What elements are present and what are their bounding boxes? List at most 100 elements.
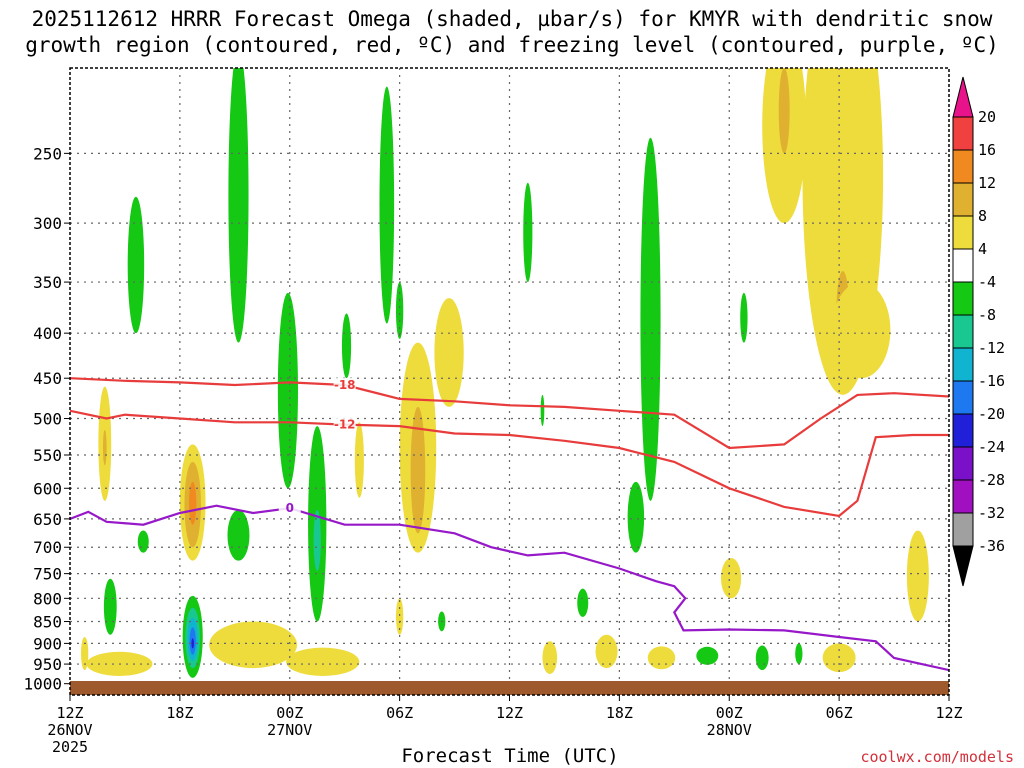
title-line-2: growth region (contoured, red, ºC) and f… [25,33,999,57]
colorbar-label-8: -16 [978,372,1005,390]
x-tick-label-48: 12Z [935,704,962,722]
colorbar-label-6: -8 [978,306,996,324]
y-tick-label-400: 400 [33,324,62,343]
omega-region-24 [395,598,404,635]
x-tick-date-36: 28NOV [707,721,752,739]
omega-region-34 [341,313,352,379]
omega-region-27 [379,86,395,324]
x-tick-date-0: 26NOV [47,721,92,739]
y-tick-label-850: 850 [33,613,62,632]
y-tick-label-700: 700 [33,538,62,557]
y-tick-label-550: 550 [33,446,62,465]
colorbar-segment-9 [952,380,974,415]
colorbar-bottom-arrow [952,545,974,587]
contour-label-bg-0 [333,377,356,392]
omega-region-43 [755,645,769,671]
credit-text: coolwx.com/models [860,748,1014,766]
omega-region-26 [127,196,145,334]
omega-region-7 [434,298,464,407]
y-tick-label-1000: 1000 [23,675,62,694]
omega-region-8 [209,621,298,669]
colorbar-label-11: -28 [978,471,1005,489]
omega-region-42 [696,646,719,665]
omega-region-19 [647,646,676,670]
omega-region-32 [137,530,149,553]
omega-region-28 [277,292,298,489]
x-axis-label: Forecast Time (UTC) [401,745,618,767]
contour-line-2 [70,504,949,672]
contour-label-1: -12 [334,418,356,432]
y-tick-label-650: 650 [33,510,62,529]
colorbar-label-12: -32 [978,504,1005,522]
y-tick-label-600: 600 [33,479,62,498]
contour-label-bg-2 [278,501,301,516]
contour-line-0 [70,377,949,450]
omega-region-4 [189,481,197,525]
x-tick-year-0: 2025 [52,738,88,756]
contour-label-0: -18 [334,378,356,392]
y-tick-label-800: 800 [33,589,62,608]
y-tick-label-300: 300 [33,214,62,233]
contour-line-1 [70,409,949,518]
x-tick-date-12: 27NOV [267,721,312,739]
contour-layer: -18 -12 0 [70,377,949,672]
omega-region-1 [102,429,107,466]
chart-title: 2025112612 HRRR Forecast Omega (shaded, … [0,6,1024,58]
omega-region-15 [831,282,891,379]
y-tick-label-750: 750 [33,565,62,584]
colorbar-label-10: -24 [978,438,1005,456]
omega-region-23 [80,636,89,671]
colorbar-label-3: 8 [978,207,987,225]
x-tick-label-42: 06Z [826,704,853,722]
y-tick-label-950: 950 [33,655,62,674]
x-tick-label-6: 18Z [166,704,193,722]
y-tick-label-350: 350 [33,273,62,292]
colorbar-label-4: 4 [978,240,987,258]
omega-region-6 [410,406,426,534]
omega-region-9 [286,647,360,676]
colorbar-segment-10 [952,413,974,448]
omega-region-50 [191,638,194,649]
y-axis: 250 300 350 400 450 500 550 600 650 700 750 800 850 9… [23,144,70,694]
y-tick-label-500: 500 [33,410,62,429]
x-tick-label-24: 12Z [496,704,523,722]
title-line-1: 2025112612 HRRR Forecast Omega (shaded, … [31,7,993,31]
omega-region-37 [540,394,545,427]
colorbar-label-0: 20 [978,108,996,126]
omega-region-25 [228,68,249,343]
x-tick-label-12: 00Z [276,704,303,722]
omega-region-44 [795,643,803,665]
colorbar-label-1: 16 [978,141,996,159]
colorbar-segment-7 [952,314,974,349]
colorbar-segment-11 [952,446,974,481]
colorbar-segment-6 [952,281,974,316]
colorbar-segment-1 [952,116,974,151]
omega-region-39 [627,481,645,553]
colorbar: 20 16 12 8 4 -4 -8 -12 -16 -20 -24 -28 -32 -36 [952,76,1005,587]
colorbar-segment-12 [952,479,974,514]
y-tick-label-900: 900 [33,634,62,653]
omega-region-14 [778,68,790,154]
omega-region-20 [595,634,618,669]
colorbar-segment-3 [952,182,974,217]
colorbar-top-arrow [952,76,974,118]
y-tick-label-450: 450 [33,369,62,388]
colorbar-label-5: -4 [978,273,996,291]
x-tick-label-36: 00Z [716,704,743,722]
x-tick-label-18: 06Z [386,704,413,722]
colorbar-label-7: -12 [978,339,1005,357]
colorbar-segment-2 [952,149,974,184]
terrain-ground [70,681,949,695]
contour-label-2: 0 [286,501,294,515]
omega-region-38 [640,137,661,501]
omega-region-35 [395,282,404,339]
omega-region-41 [740,292,748,343]
y-tick-label-250: 250 [33,144,62,163]
omega-region-36 [523,182,533,283]
contour-label-bg-1 [333,417,356,432]
omega-shading-layer [80,68,929,678]
omega-region-22 [354,422,364,498]
colorbar-segment-13 [952,512,974,547]
